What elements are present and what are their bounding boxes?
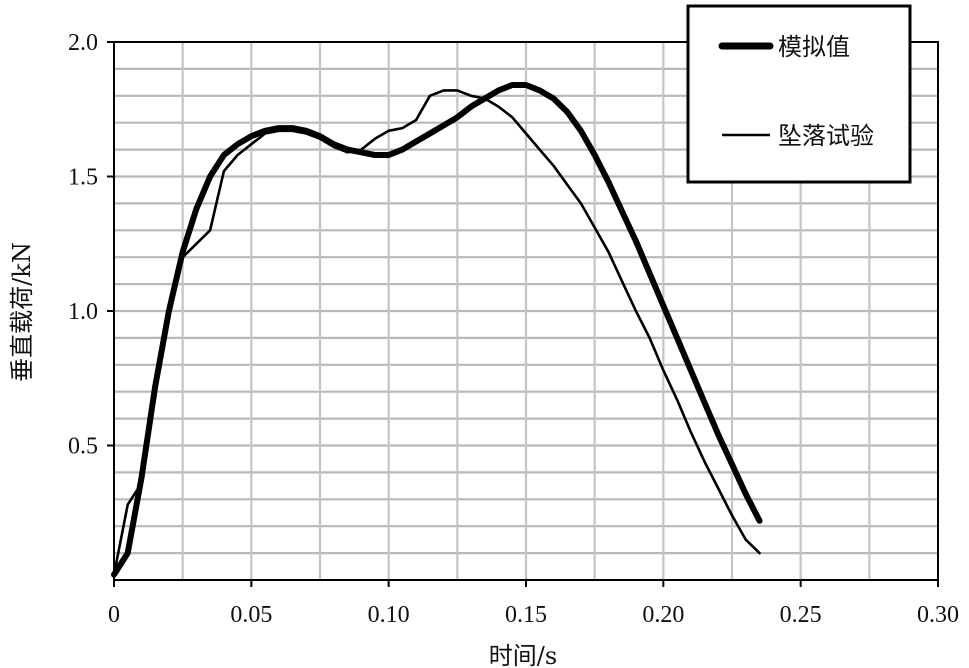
- x-tick-label: 0.25: [780, 602, 822, 628]
- x-tick-label: 0.10: [368, 602, 410, 628]
- series-line-simulated: [111, 82, 763, 578]
- y-axis-title: 垂直载荷/kN: [8, 242, 36, 382]
- legend-label-simulated: 模拟值: [778, 33, 850, 61]
- legend-label-drop-test: 坠落试验: [778, 122, 874, 150]
- x-tick-label: 0: [108, 602, 120, 628]
- legend: 模拟值 坠落试验: [686, 4, 912, 184]
- series-layer: [111, 82, 763, 578]
- x-tick-label: 0.15: [505, 602, 547, 628]
- y-tick-label: 0.5: [68, 434, 98, 460]
- legend-box: [686, 4, 912, 184]
- x-tick-label: 0.05: [230, 602, 272, 628]
- axis-ticks: 0 0.05 0.10 0.15 0.20 0.25 0.30 0.5 1.0 1.5 2.0: [68, 30, 959, 628]
- series-line-drop-test: [112, 89, 761, 576]
- x-tick-label: 0.30: [917, 602, 959, 628]
- y-tick-label: 2.0: [68, 30, 98, 56]
- grid: [114, 42, 938, 580]
- y-tick-label: 1.0: [68, 299, 98, 325]
- x-tick-label: 0.20: [642, 602, 684, 628]
- x-axis-title: 时间/s: [489, 642, 557, 668]
- y-tick-label: 1.5: [68, 165, 98, 191]
